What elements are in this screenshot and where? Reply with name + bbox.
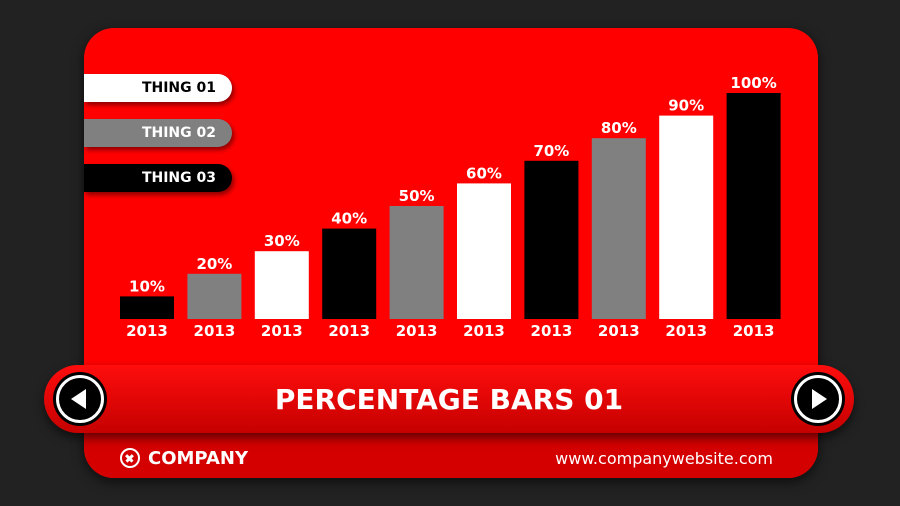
category-label-2: 2013	[194, 322, 236, 340]
value-label-1: 10%	[129, 277, 165, 295]
next-button[interactable]	[794, 375, 842, 423]
bar-5	[389, 206, 444, 319]
legend-item-thing-02: THING 02	[84, 119, 232, 147]
bar-8	[591, 138, 646, 319]
close-circle-icon	[120, 448, 140, 468]
value-label-5: 50%	[399, 187, 435, 205]
page-title: PERCENTAGE BARS 01	[274, 382, 624, 416]
bar-7	[524, 160, 579, 319]
bar-10	[726, 93, 781, 319]
website-text: www.companywebsite.com	[555, 448, 773, 468]
value-label-9: 90%	[668, 97, 704, 115]
value-label-2: 20%	[196, 255, 232, 273]
category-label-7: 2013	[531, 322, 573, 340]
legend-item-thing-03: THING 03	[84, 164, 232, 192]
category-label-3: 2013	[261, 322, 303, 340]
category-label-1: 2013	[126, 322, 168, 340]
bar-6	[457, 183, 511, 319]
company-name: COMPANY	[148, 447, 248, 469]
arrow-left-icon	[71, 389, 86, 409]
legend-label: THING 03	[141, 170, 216, 186]
category-label-4: 2013	[328, 322, 370, 340]
arrow-right-icon	[812, 389, 827, 409]
category-label-9: 2013	[665, 322, 707, 340]
bar-9	[659, 115, 714, 319]
website-link[interactable]: www.companywebsite.com	[555, 446, 773, 470]
category-label-6: 2013	[463, 322, 505, 340]
value-label-10: 100%	[730, 74, 776, 92]
legend-label: THING 01	[141, 80, 216, 96]
legend-item-thing-01: THING 01	[84, 74, 232, 102]
category-label-8: 2013	[598, 322, 640, 340]
category-label-5: 2013	[396, 322, 438, 340]
value-label-8: 80%	[601, 119, 637, 137]
bar-1	[120, 296, 174, 319]
title-banner: PERCENTAGE BARS 01	[44, 365, 854, 433]
bar-4	[322, 228, 377, 319]
value-label-7: 70%	[533, 142, 569, 160]
value-label-6: 60%	[466, 164, 502, 182]
bar-3	[254, 251, 309, 319]
value-label-3: 30%	[264, 232, 300, 250]
legend-label: THING 02	[141, 125, 216, 141]
category-label-10: 2013	[733, 322, 775, 340]
company-brand: COMPANY	[120, 446, 248, 470]
bar-2	[187, 273, 242, 319]
previous-button[interactable]	[56, 375, 104, 423]
value-label-4: 40%	[331, 210, 367, 228]
